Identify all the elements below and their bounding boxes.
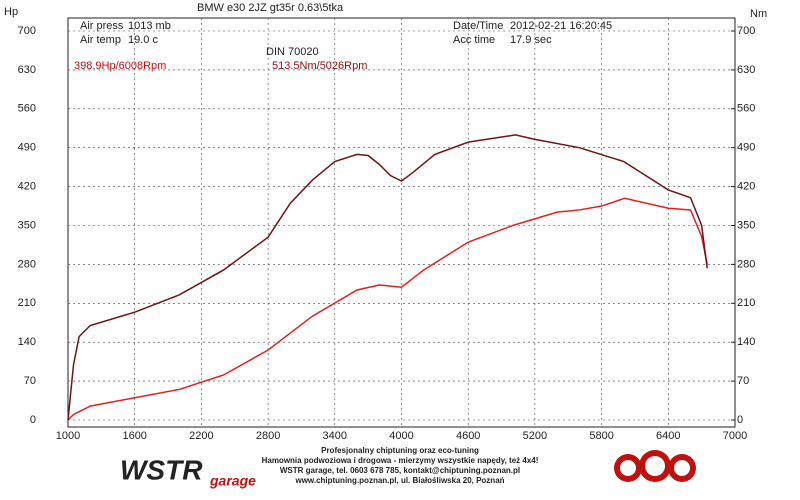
info-label: Date/Time (453, 20, 503, 32)
y2-tick-label: 140 (737, 336, 755, 348)
y-axis-label: Hp (4, 6, 18, 18)
y2-tick-label: 280 (737, 258, 755, 270)
x-tick-label: 3400 (323, 430, 347, 442)
y2-tick-label: 630 (737, 64, 755, 76)
x-tick-label: 1000 (56, 430, 80, 442)
info-label: Air temp (80, 34, 121, 46)
series-line (67, 197, 708, 421)
info-value: 1013 mb (128, 20, 171, 32)
y-tick-label: 700 (18, 25, 36, 37)
footer-line: www.chiptuning.poznan.pl, ul. Białośliws… (294, 476, 504, 485)
y-tick-label: 280 (18, 258, 36, 270)
y2-tick-label: 210 (737, 297, 755, 309)
x-tick-label: 6400 (656, 430, 680, 442)
y2-tick-label: 700 (737, 25, 755, 37)
info-label: Acc time (453, 34, 495, 46)
y2-tick-label: 490 (737, 142, 755, 154)
chart-title: BMW e30 2JZ gt35r 0.63\5tka (197, 2, 344, 14)
info-value: 17.9 sec (510, 34, 552, 46)
logo-text: garage (209, 473, 256, 489)
y2-tick-label: 0 (737, 414, 743, 426)
y-tick-label: 210 (18, 297, 36, 309)
standard: DIN 70020 (266, 46, 319, 58)
x-tick-label: 4600 (456, 430, 480, 442)
info-value: 2012-02-21 16:20:45 (510, 20, 612, 32)
x-tick-label: 2800 (256, 430, 280, 442)
footer-line: Profesjonalny chiptuning oraz eco-tuning (321, 446, 479, 455)
info-value: 19.0 c (128, 34, 158, 46)
y2-tick-label: 70 (737, 375, 749, 387)
y-tick-label: 140 (18, 336, 36, 348)
y-tick-label: 630 (18, 64, 36, 76)
y-tick-label: 70 (24, 375, 36, 387)
footer-line: WSTR garage, tel. 0603 678 785, kontakt@… (280, 466, 520, 475)
y-tick-label: 350 (18, 219, 36, 231)
y-tick-label: 0 (30, 414, 36, 426)
info-label: Air press (80, 20, 124, 32)
series-line (67, 134, 708, 421)
x-tick-label: 4000 (389, 430, 413, 442)
y2-tick-label: 350 (737, 219, 755, 231)
y2-axis-label: Nm (750, 8, 767, 20)
x-tick-label: 2200 (189, 430, 213, 442)
x-tick-label: 1600 (122, 430, 146, 442)
x-tick-label: 7000 (723, 430, 747, 442)
x-tick-label: 5200 (523, 430, 547, 442)
x-tick-label: 5800 (589, 430, 613, 442)
y2-tick-label: 560 (737, 103, 755, 115)
annotation: 398.9Hp/6008Rpm (74, 60, 166, 72)
gauge-logo (614, 450, 696, 482)
y-tick-label: 490 (18, 142, 36, 154)
y-tick-label: 420 (18, 181, 36, 193)
footer-line: Hamownia podwoziowa i drogowa - mierzymy… (262, 456, 539, 465)
y2-tick-label: 420 (737, 181, 755, 193)
logo-text: WSTR (120, 454, 203, 485)
y-tick-label: 560 (18, 103, 36, 115)
annotation: 513.5Nm/5026Rpm (272, 60, 367, 72)
